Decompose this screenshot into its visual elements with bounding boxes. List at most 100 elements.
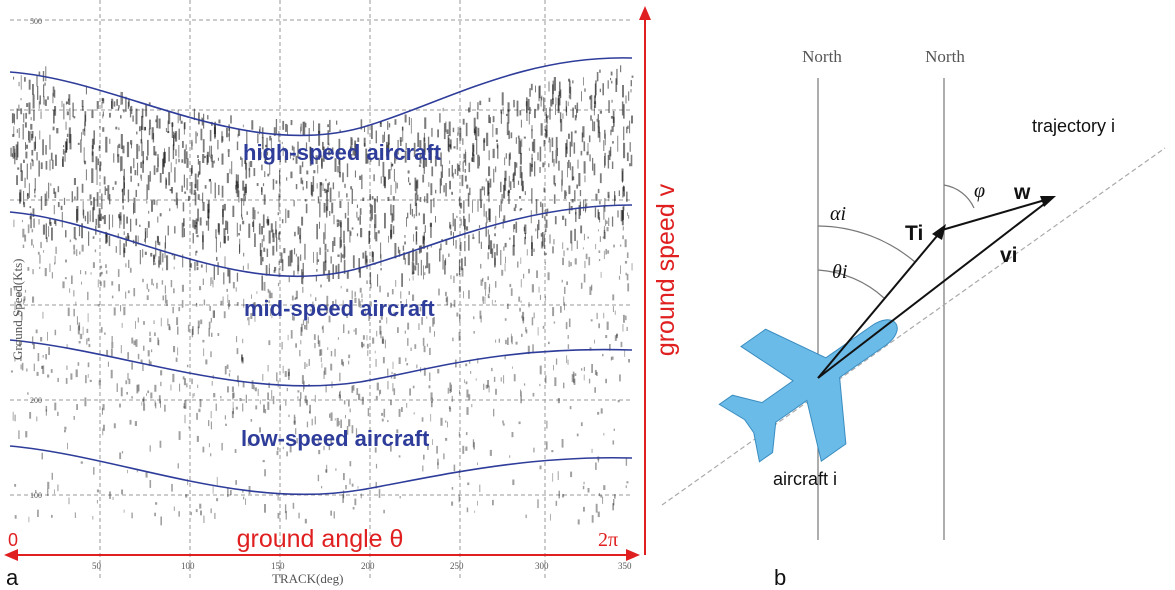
scatter-mark — [135, 189, 137, 197]
scatter-mark — [320, 357, 322, 363]
scatter-mark — [155, 402, 157, 409]
scatter-mark — [506, 122, 509, 136]
scatter-mark — [573, 376, 575, 384]
scatter-mark — [580, 422, 583, 427]
scatter-mark — [370, 204, 372, 214]
scatter-mark — [502, 219, 504, 229]
scatter-mark — [403, 252, 406, 260]
scatter-mark — [533, 312, 535, 319]
scatter-mark — [332, 301, 334, 309]
scatter-mark — [182, 254, 184, 268]
scatter-mark — [328, 270, 331, 282]
red-y-label: ground speed v — [652, 183, 680, 356]
scatter-mark — [361, 396, 364, 405]
panel-a: high-speed aircraft mid-speed aircraft l… — [4, 0, 680, 590]
scatter-mark — [147, 390, 150, 394]
scatter-mark — [540, 123, 543, 136]
scatter-mark — [366, 259, 368, 270]
scatter-mark — [515, 341, 518, 345]
scatter-mark — [620, 341, 623, 348]
scatter-mark — [608, 150, 611, 160]
scatter-mark — [406, 217, 407, 227]
scatter-mark — [267, 401, 270, 410]
scatter-mark — [285, 123, 287, 132]
scatter-mark — [226, 364, 229, 369]
scatter-mark — [52, 86, 55, 97]
scatter-mark — [445, 437, 448, 441]
scatter-mark — [126, 216, 128, 224]
scatter-mark — [318, 449, 321, 455]
scatter-mark — [197, 208, 199, 222]
scatter-mark — [30, 123, 33, 130]
scatter-mark — [181, 159, 184, 163]
scatter-mark — [28, 130, 29, 141]
scatter-mark — [293, 146, 295, 158]
scatter-mark — [188, 426, 190, 429]
boundary-bottom — [9, 445, 633, 496]
trajectory-label: trajectory i — [1032, 116, 1115, 136]
scatter-mark — [261, 226, 263, 235]
scatter-mark — [47, 374, 50, 378]
scatter-mark — [375, 232, 378, 242]
scatter-mark — [76, 316, 78, 325]
scatter-mark — [36, 75, 38, 87]
x-tick-100: 100 — [181, 561, 195, 571]
scatter-mark — [599, 69, 601, 73]
scatter-mark — [145, 103, 148, 117]
scatter-mark — [524, 236, 526, 245]
scatter-mark — [117, 154, 120, 163]
scatter-mark — [267, 392, 269, 401]
scatter-mark — [533, 447, 535, 453]
scatter-mark — [81, 132, 82, 141]
scatter-mark — [119, 452, 122, 460]
scatter-mark — [309, 404, 311, 414]
scatter-mark — [218, 223, 220, 235]
scatter-mark — [20, 108, 23, 115]
scatter-mark — [568, 260, 570, 267]
scatter-mark — [51, 472, 53, 480]
scatter-mark — [461, 268, 464, 277]
scatter-mark — [289, 250, 292, 267]
T-arrowhead — [932, 224, 946, 240]
scatter-mark — [183, 403, 185, 406]
scatter-mark — [244, 195, 246, 202]
scatter-mark — [503, 184, 506, 199]
scatter-mark — [241, 354, 243, 360]
scatter-mark — [39, 130, 41, 140]
scatter-mark — [301, 323, 303, 332]
scatter-mark — [82, 128, 84, 135]
scatter-mark — [527, 98, 530, 111]
scatter-mark — [458, 197, 461, 206]
scatter-mark — [28, 183, 30, 198]
scatter-mark — [25, 142, 26, 150]
scatter-mark — [562, 494, 565, 498]
scatter-mark — [169, 208, 171, 212]
scatter-mark — [546, 208, 549, 213]
scatter-mark — [123, 243, 125, 258]
scatter-mark — [141, 141, 143, 157]
scatter-mark — [553, 194, 556, 204]
scatter-mark — [326, 304, 329, 314]
scatter-mark — [207, 200, 210, 213]
scatter-mark — [133, 203, 134, 215]
scatter-mark — [461, 258, 463, 271]
scatter-mark — [143, 403, 146, 411]
scatter-mark — [128, 378, 131, 385]
scatter-mark — [251, 380, 254, 389]
scatter-mark — [126, 141, 130, 158]
scatter-mark — [485, 289, 486, 296]
scatter-mark — [530, 83, 533, 91]
scatter-mark — [613, 116, 615, 127]
scatter-mark — [328, 315, 331, 323]
scatter-mark — [266, 151, 269, 156]
scatter-mark — [18, 430, 20, 439]
scatter-mark — [413, 412, 415, 415]
scatter-mark — [54, 89, 56, 98]
scatter-mark — [473, 154, 475, 163]
scatter-mark — [131, 512, 133, 519]
scatter-mark — [518, 421, 521, 425]
scatter-mark — [265, 157, 267, 160]
scatter-mark — [570, 471, 573, 478]
scatter-mark — [624, 239, 627, 248]
scatter-mark — [61, 211, 63, 228]
